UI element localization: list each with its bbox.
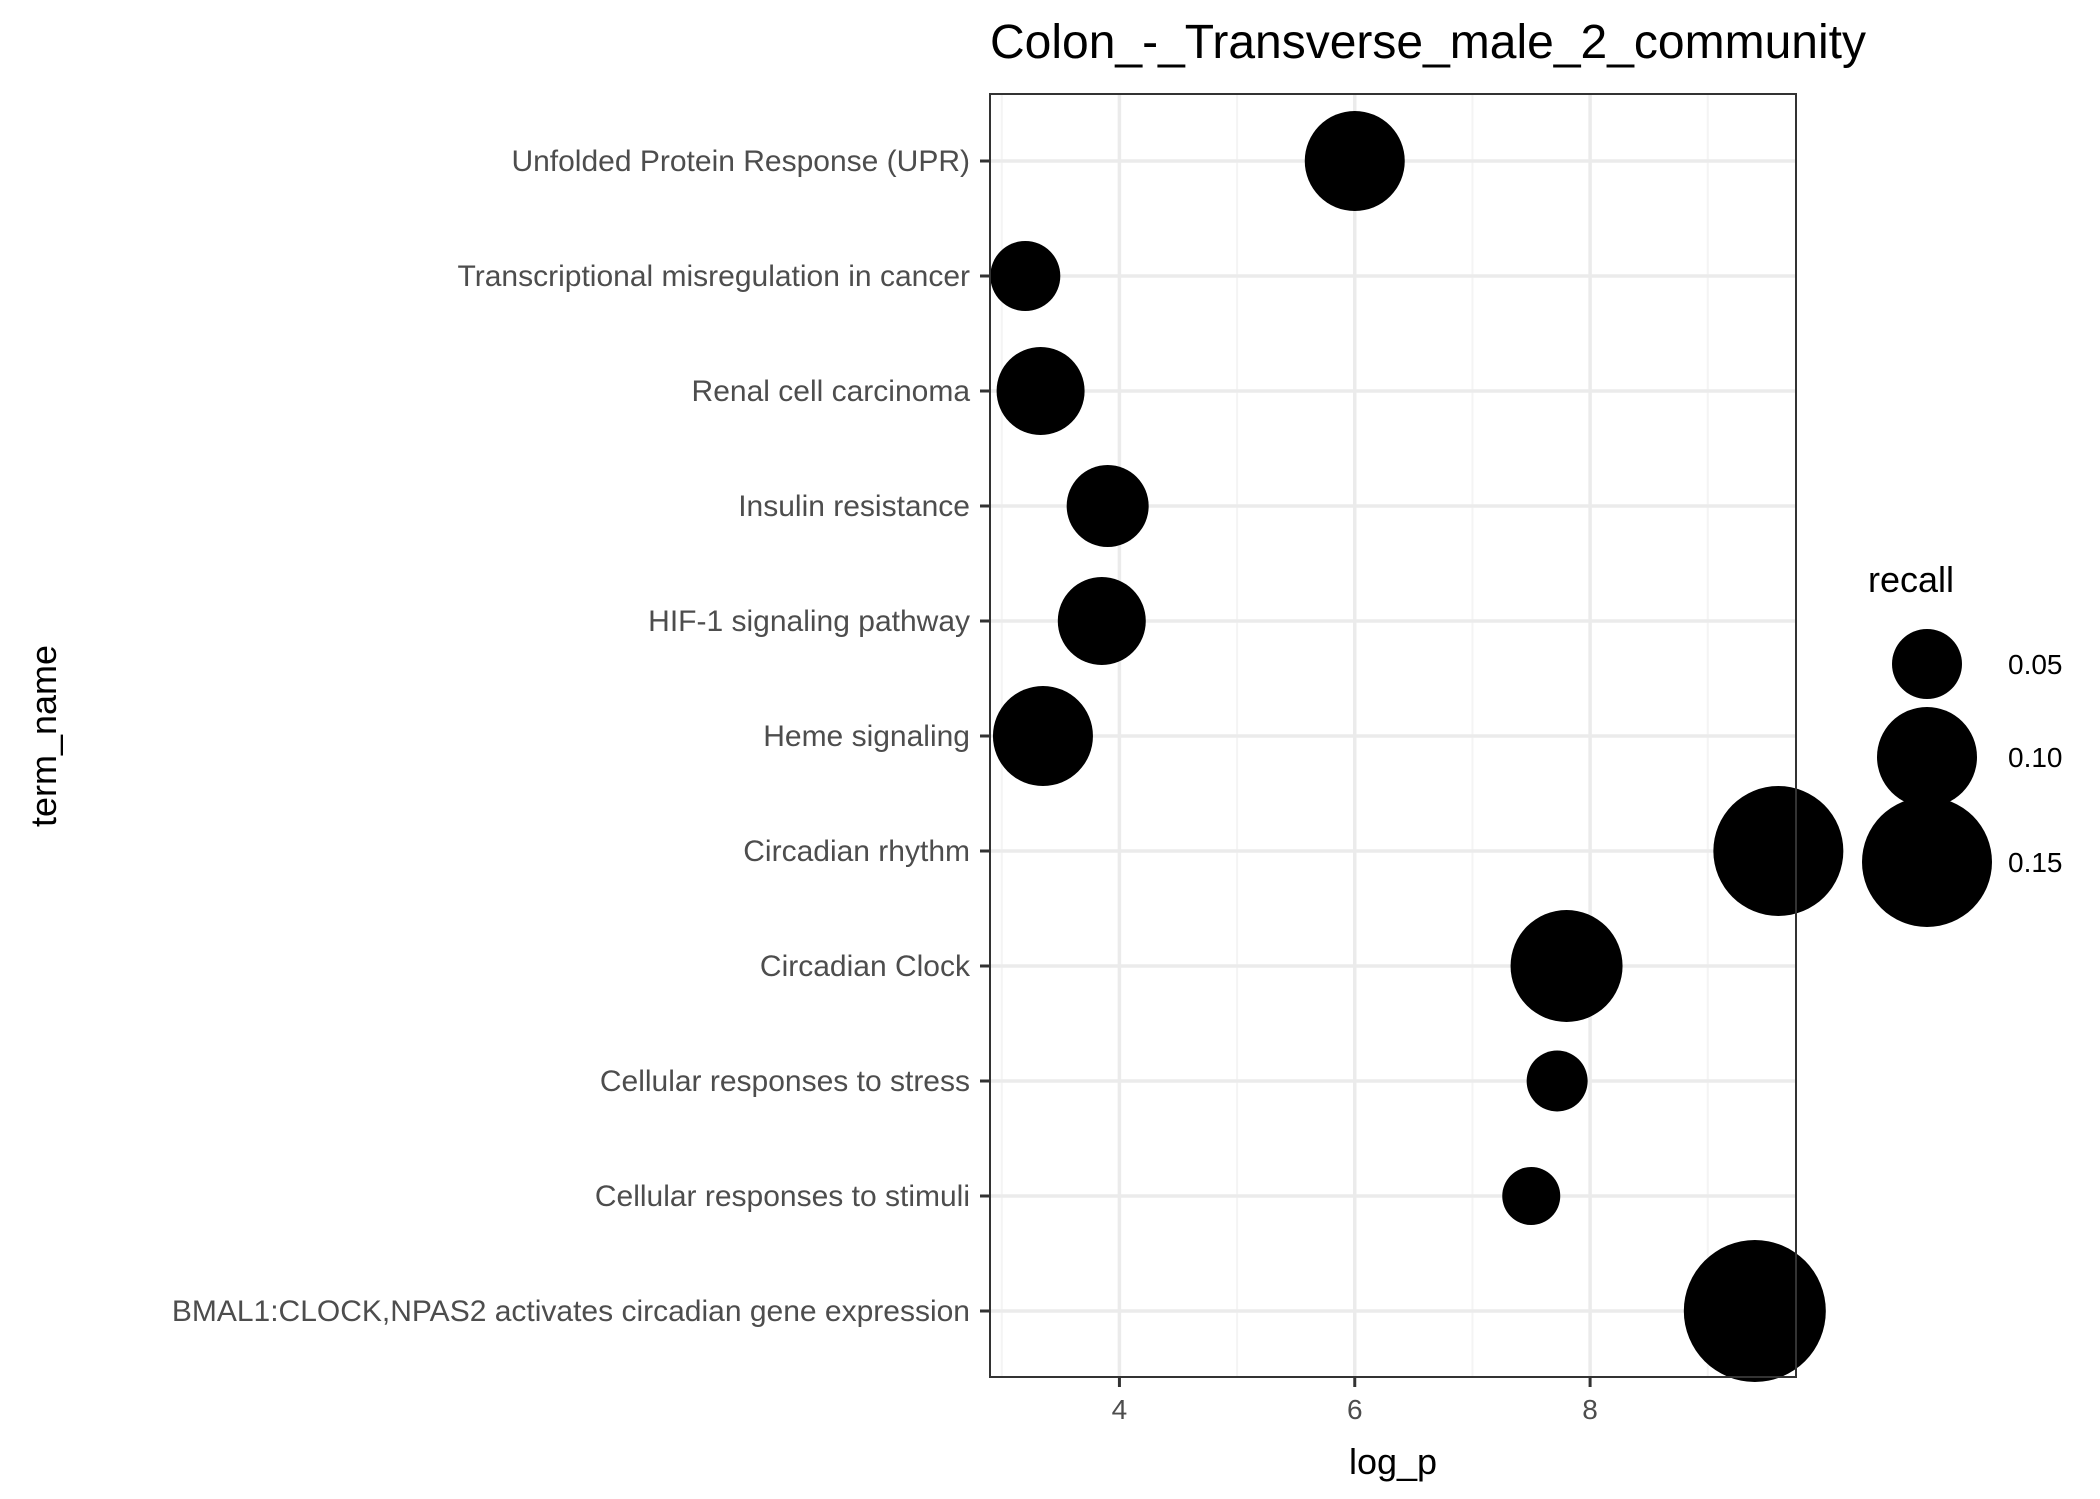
chart-title: Colon_-_Transverse_male_2_community [990,16,1866,69]
y-tick-label: Renal cell carcinoma [692,375,971,408]
y-tick-label: BMAL1:CLOCK,NPAS2 activates circadian ge… [172,1295,970,1328]
data-point [990,241,1061,311]
legend-label: 0.15 [2008,847,2063,878]
legend-key [1877,707,1977,807]
data-point [1502,1167,1561,1225]
data-point [1683,1240,1826,1382]
data-points [990,111,1844,1382]
legend-label: 0.10 [2008,742,2063,773]
legend-title: recall [1868,559,1954,600]
y-tick-label: Unfolded Protein Response (UPR) [511,145,970,178]
x-tick-label: 6 [1347,1394,1363,1425]
y-tick-label: Cellular responses to stimuli [595,1180,970,1213]
x-axis: 4 6 8 [1112,1377,1598,1425]
x-axis-label: log_p [1349,1441,1437,1482]
data-point [1526,1050,1588,1112]
x-tick-label: 4 [1112,1394,1128,1425]
y-axis: Unfolded Protein Response (UPR) Transcrip… [172,145,990,1328]
y-tick-label: Insulin resistance [738,490,970,523]
data-point [1510,910,1623,1022]
grid [990,94,1796,1377]
data-point [1713,786,1844,916]
data-point [992,686,1093,786]
y-axis-label: term_name [23,645,64,827]
legend-label: 0.05 [2008,649,2063,680]
data-point [996,347,1085,435]
legend-key [1862,797,1992,927]
y-tick-label: Cellular responses to stress [600,1065,970,1098]
y-tick-label: Heme signaling [763,720,970,753]
legend: recall 0.05 0.10 0.15 [1862,559,2063,927]
y-tick-label: HIF-1 signaling pathway [648,605,970,638]
data-point [1057,577,1146,665]
y-tick-label: Circadian Clock [760,950,971,983]
data-point [1304,111,1405,211]
y-tick-label: Transcriptional misregulation in cancer [458,260,970,293]
legend-key [1892,629,1962,699]
x-tick-label: 8 [1582,1394,1598,1425]
data-point [1066,465,1149,547]
y-tick-label: Circadian rhythm [743,835,970,868]
